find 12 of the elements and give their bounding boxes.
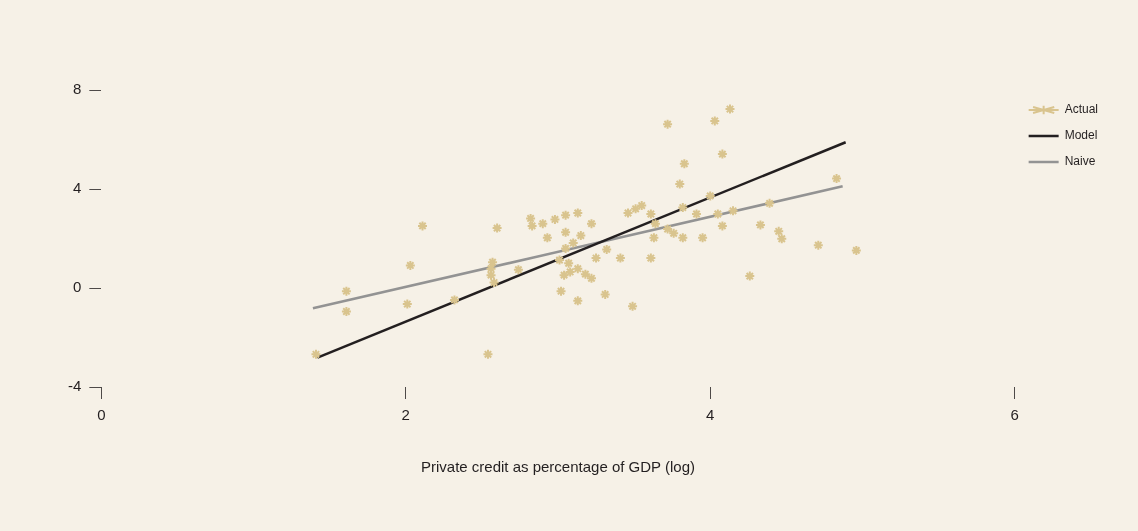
x-axis-title: Private credit as percentage of GDP (log) (420, 458, 696, 476)
y-tick-label: -4 (67, 377, 82, 395)
x-tick-label: 0 (97, 406, 106, 424)
legend-label: Actual (1064, 102, 1099, 117)
legend-label: Model (1064, 128, 1098, 143)
x-tick-label: 6 (1010, 406, 1019, 424)
y-tick-label: 4 (72, 179, 82, 197)
x-tick-label: 4 (706, 406, 715, 424)
y-tick-label: 0 (72, 278, 82, 296)
legend-label: Naive (1064, 154, 1096, 169)
x-tick-label: 2 (401, 406, 410, 424)
y-tick-label: 8 (72, 80, 82, 98)
